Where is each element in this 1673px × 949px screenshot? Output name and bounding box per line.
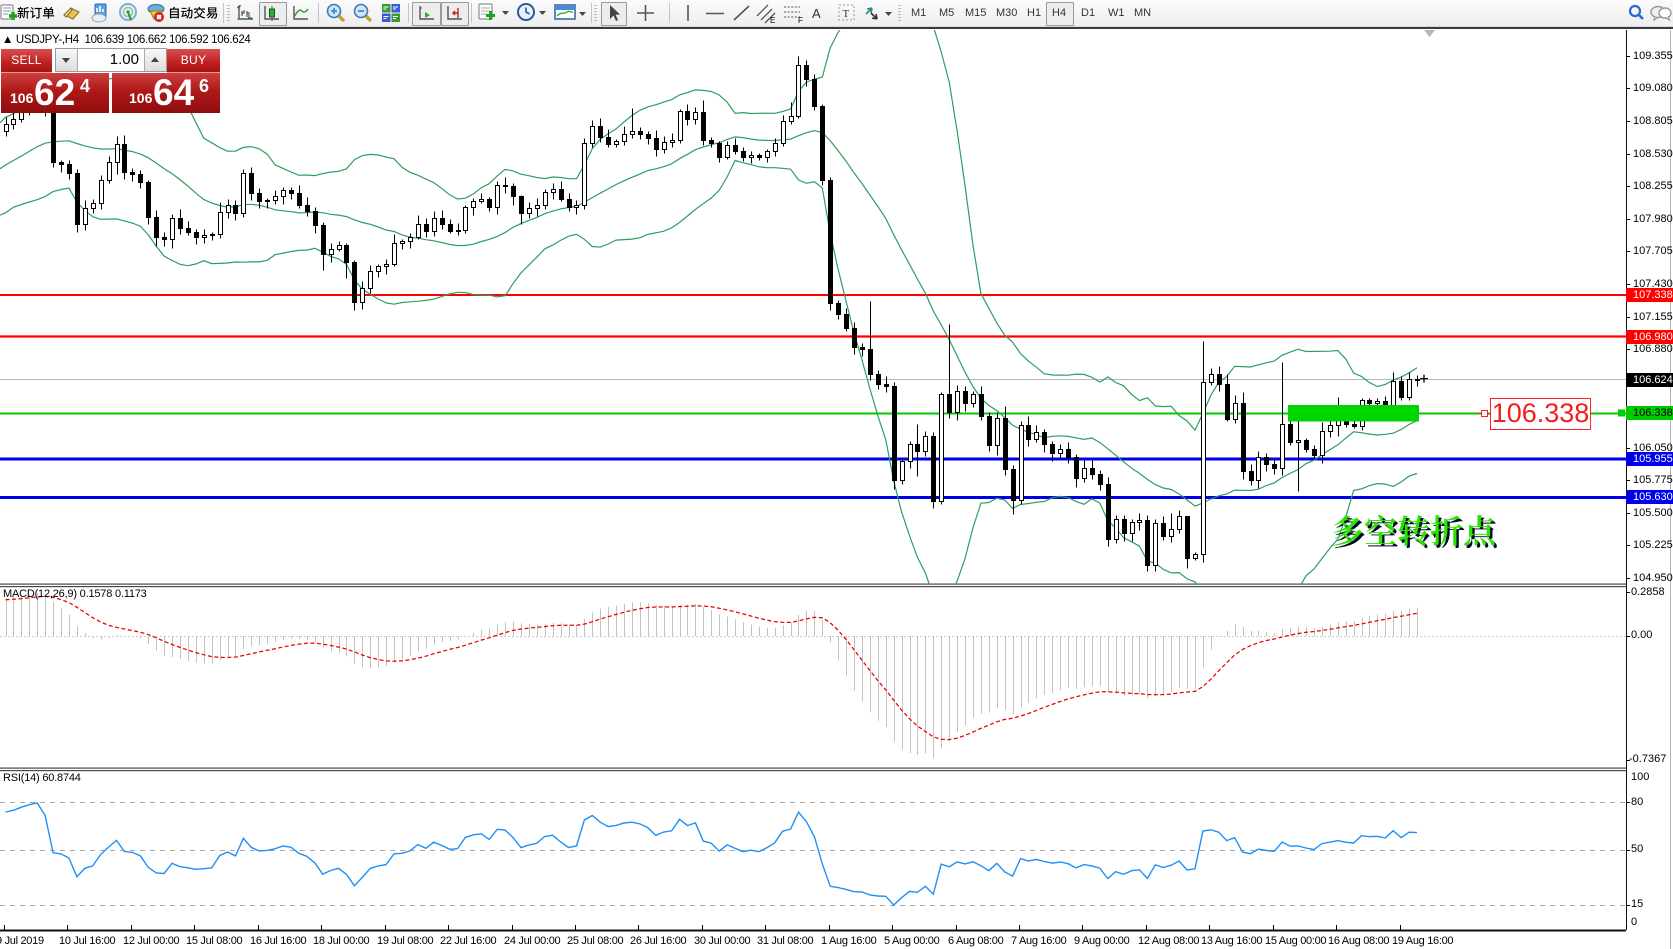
svg-text:E: E [770,16,775,24]
svg-text:T: T [843,8,850,20]
svg-text:F: F [798,16,803,24]
